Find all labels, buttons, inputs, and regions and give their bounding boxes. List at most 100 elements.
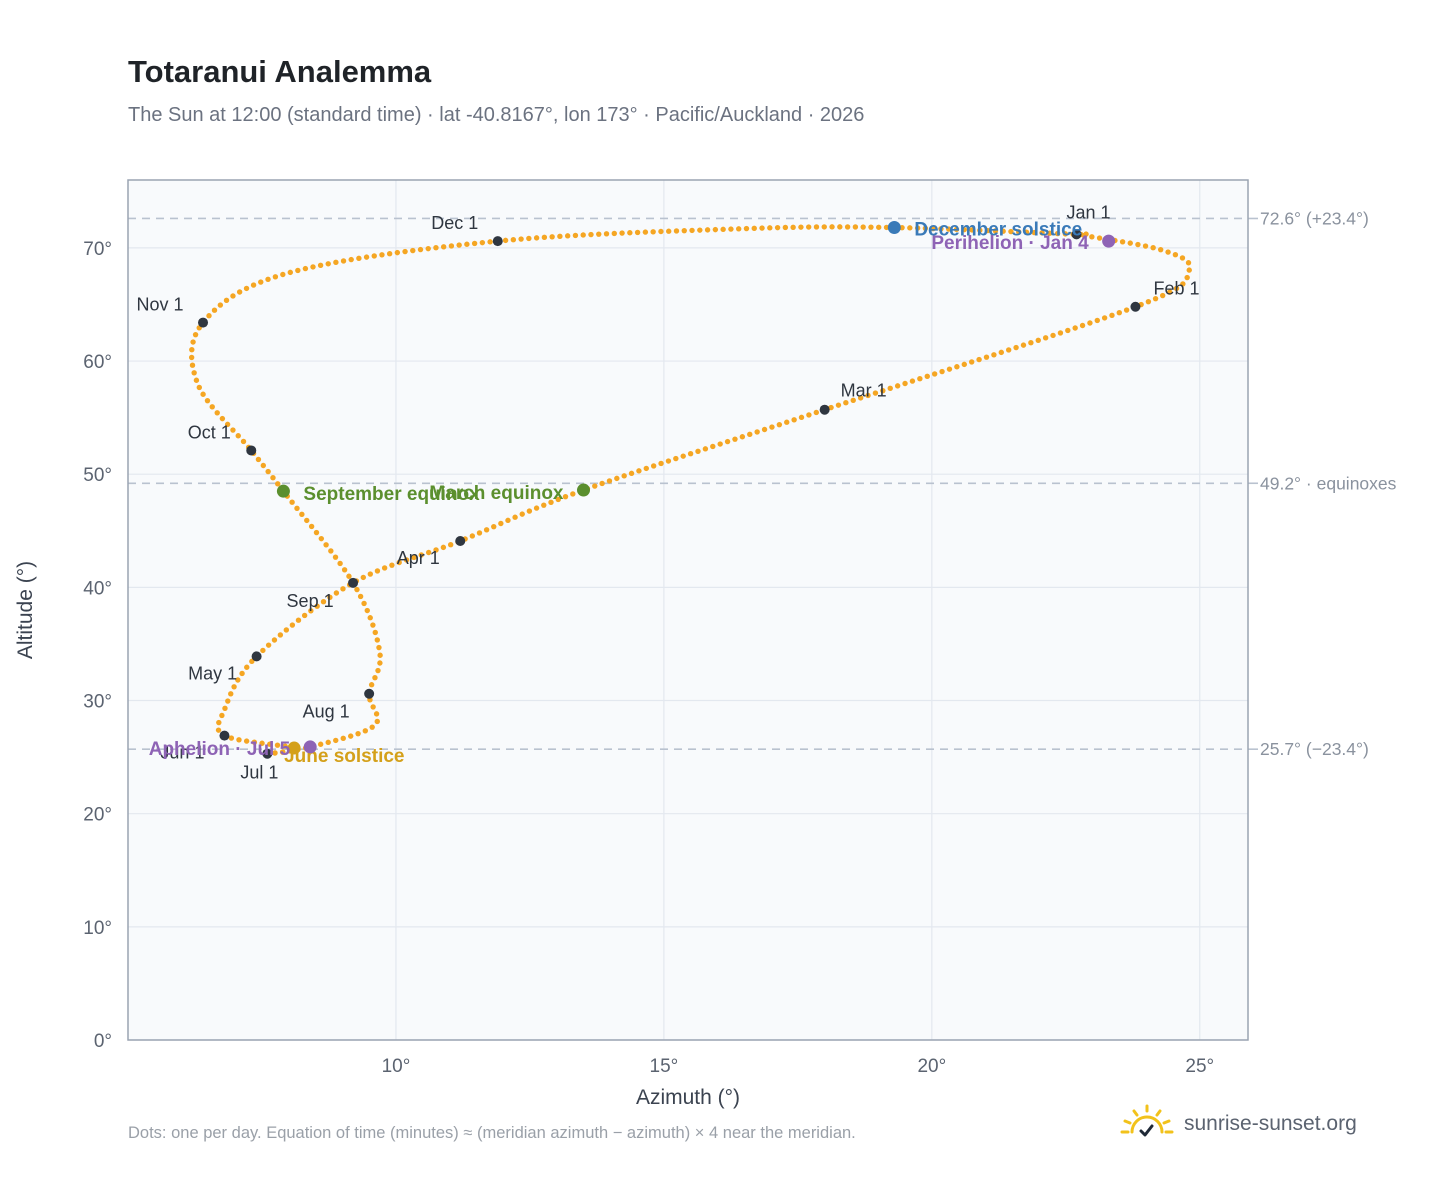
daily-dot (680, 453, 686, 459)
daily-dot (754, 429, 760, 435)
daily-dot (1094, 317, 1100, 324)
daily-dot (1142, 243, 1149, 249)
daily-dot (712, 226, 719, 233)
daily-dot (665, 458, 672, 464)
daily-dot (188, 354, 195, 361)
daily-dot (976, 356, 982, 363)
daily-dot (282, 743, 288, 749)
daily-dot (570, 491, 576, 497)
daily-dot (628, 470, 635, 477)
daily-dot (271, 637, 278, 643)
daily-dot (938, 226, 944, 232)
daily-dot (219, 712, 225, 719)
daily-dot (868, 224, 874, 230)
daily-dot (328, 548, 334, 554)
daily-dot (776, 421, 783, 428)
daily-dot (230, 427, 236, 433)
month-marker-label: Feb 1 (1153, 279, 1199, 299)
daily-dot (258, 279, 264, 285)
daily-dot (887, 385, 893, 391)
daily-dot (876, 224, 882, 230)
daily-dot (650, 229, 656, 235)
daily-dot (761, 426, 768, 433)
daily-dot (902, 380, 908, 387)
daily-dot (410, 247, 416, 254)
daily-dot (852, 224, 859, 230)
daily-dot (487, 239, 493, 245)
daily-dot (689, 227, 695, 234)
brand-text: sunrise-sunset.org (1184, 1112, 1357, 1135)
daily-dot (798, 224, 804, 230)
daily-dot (211, 307, 218, 313)
daily-dot (230, 293, 236, 299)
daily-dot (857, 395, 864, 401)
daily-dot (228, 691, 234, 697)
daily-dot (340, 735, 346, 742)
daily-dot (370, 704, 376, 710)
daily-dot (369, 724, 375, 730)
daily-dot (930, 225, 936, 232)
daily-dot (355, 730, 361, 737)
daily-dot (992, 228, 999, 234)
daily-dot (377, 652, 383, 658)
daily-dot (541, 502, 547, 508)
daily-dot (813, 409, 819, 416)
daily-dot (790, 224, 796, 230)
daily-dot (283, 627, 290, 633)
daily-dot (277, 632, 284, 638)
daily-dot (860, 224, 866, 230)
daily-dot (1123, 307, 1130, 313)
daily-dot (363, 254, 370, 260)
daily-dot (505, 517, 511, 524)
daily-dot (829, 224, 835, 230)
daily-dot (381, 565, 388, 571)
daily-dot (346, 573, 352, 579)
daily-dot (224, 421, 231, 428)
month-marker-dot (246, 445, 257, 456)
daily-dot (1065, 327, 1071, 334)
daily-dot (389, 562, 395, 568)
daily-dot (289, 622, 296, 628)
daily-dot (325, 261, 331, 267)
daily-dot (265, 642, 272, 648)
daily-dot (267, 741, 273, 747)
axes: 10° 15° 20° 25° 0° 10° 20° 30° 40° 50° 60° 70° Azimu… (14, 239, 1214, 1109)
daily-dot (968, 359, 975, 365)
daily-dot (939, 368, 945, 375)
daily-dot (526, 235, 532, 242)
daily-dot (894, 383, 901, 389)
daily-dot (396, 559, 402, 566)
daily-dot (1109, 312, 1115, 319)
daily-dot (1185, 260, 1192, 266)
daily-dot (1167, 289, 1173, 295)
daily-dot (627, 230, 633, 236)
daily-dot (231, 684, 237, 690)
daily-dot (476, 530, 483, 536)
event-marker-dot (1102, 234, 1116, 248)
daily-dot (580, 232, 586, 238)
daily-dot (643, 465, 649, 472)
daily-dot (371, 253, 377, 259)
brand-logo[interactable]: sunrise-sunset.org (1120, 1102, 1357, 1146)
daily-dot (260, 647, 266, 654)
daily-dot (1062, 231, 1069, 237)
daily-dot (240, 438, 247, 445)
daily-dot (791, 417, 797, 423)
x-tick-label: 25° (1185, 1056, 1214, 1077)
sun-check-logo-icon (1120, 1104, 1174, 1137)
daily-dot (611, 230, 617, 237)
daily-dot (519, 511, 525, 517)
daily-dot (850, 397, 856, 403)
daily-dot (1020, 342, 1027, 348)
daily-dot (961, 361, 967, 368)
daily-dot (1172, 252, 1179, 258)
daily-dot (666, 228, 672, 234)
daily-dot (1180, 281, 1186, 287)
daily-dot (259, 740, 265, 746)
daily-dot (367, 615, 373, 621)
daily-dot (386, 251, 393, 257)
daily-dot (255, 456, 262, 463)
daily-dot (555, 496, 561, 503)
daily-dot (1008, 228, 1014, 235)
